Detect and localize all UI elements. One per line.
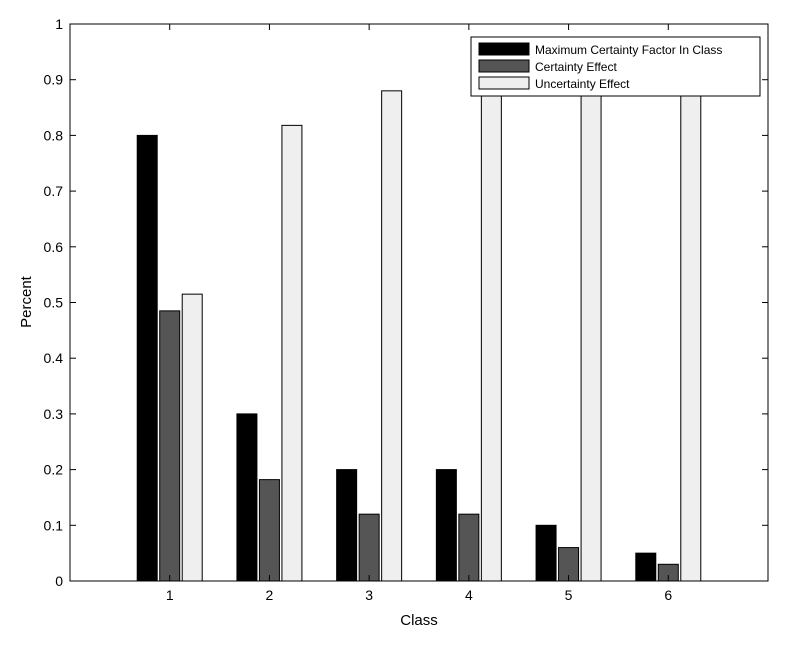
legend-swatch [478, 59, 530, 73]
bar-1-class-5 [535, 524, 557, 582]
bar-1-class-3 [336, 469, 358, 582]
y-tick-label: 0.2 [44, 462, 64, 478]
y-tick-label: 0 [55, 573, 63, 589]
x-axis-label: Class [400, 612, 438, 629]
legend: Maximum Certainty Factor In Class Certain… [470, 36, 761, 97]
x-tick-label: 3 [365, 587, 373, 603]
x-tick-label: 1 [166, 587, 174, 603]
y-axis-label: Percent [18, 275, 35, 328]
bar-2-class-1 [159, 310, 181, 582]
x-tick-label: 5 [565, 587, 573, 603]
y-tick-label: 0.4 [44, 350, 64, 366]
legend-label: Maximum Certainty Factor In Class [535, 43, 722, 57]
bar-3-class-1 [181, 293, 203, 582]
ticks-layer: 1 2 3 4 5 6 0 0.1 0.2 0.3 0.4 0.5 0.6 0.7 0.8 0.9 1 [44, 16, 768, 603]
bar-1-class-1 [136, 134, 158, 582]
y-tick-label: 0.8 [44, 127, 64, 143]
legend-swatch [478, 76, 530, 90]
y-tick-label: 1 [55, 16, 63, 32]
bar-1-class-4 [435, 469, 457, 582]
y-tick-label: 0.1 [44, 517, 64, 533]
bar-3-class-5 [580, 56, 602, 582]
bar-3-class-3 [381, 90, 403, 582]
bar-1-class-2 [236, 413, 258, 582]
y-tick-label: 0.3 [44, 406, 64, 422]
x-tick-label: 4 [465, 587, 473, 603]
bar-2-class-2 [258, 479, 280, 582]
y-tick-label: 0.6 [44, 239, 64, 255]
bar-3-class-2 [281, 124, 303, 582]
x-tick-label: 6 [664, 587, 672, 603]
plot-frame [69, 23, 769, 582]
legend-label: Uncertainty Effect [535, 77, 630, 91]
y-tick-label: 0.7 [44, 183, 64, 199]
bar-3-class-6 [680, 40, 702, 582]
x-tick-label: 2 [266, 587, 274, 603]
y-tick-label: 0.5 [44, 295, 64, 311]
bar-3-class-4 [480, 90, 502, 582]
legend-swatch [478, 42, 530, 56]
legend-label: Certainty Effect [535, 60, 617, 74]
bar-1-class-6 [635, 552, 657, 582]
y-tick-label: 0.9 [44, 72, 64, 88]
bar-2-class-4 [458, 513, 480, 582]
bar-2-class-3 [358, 513, 380, 582]
